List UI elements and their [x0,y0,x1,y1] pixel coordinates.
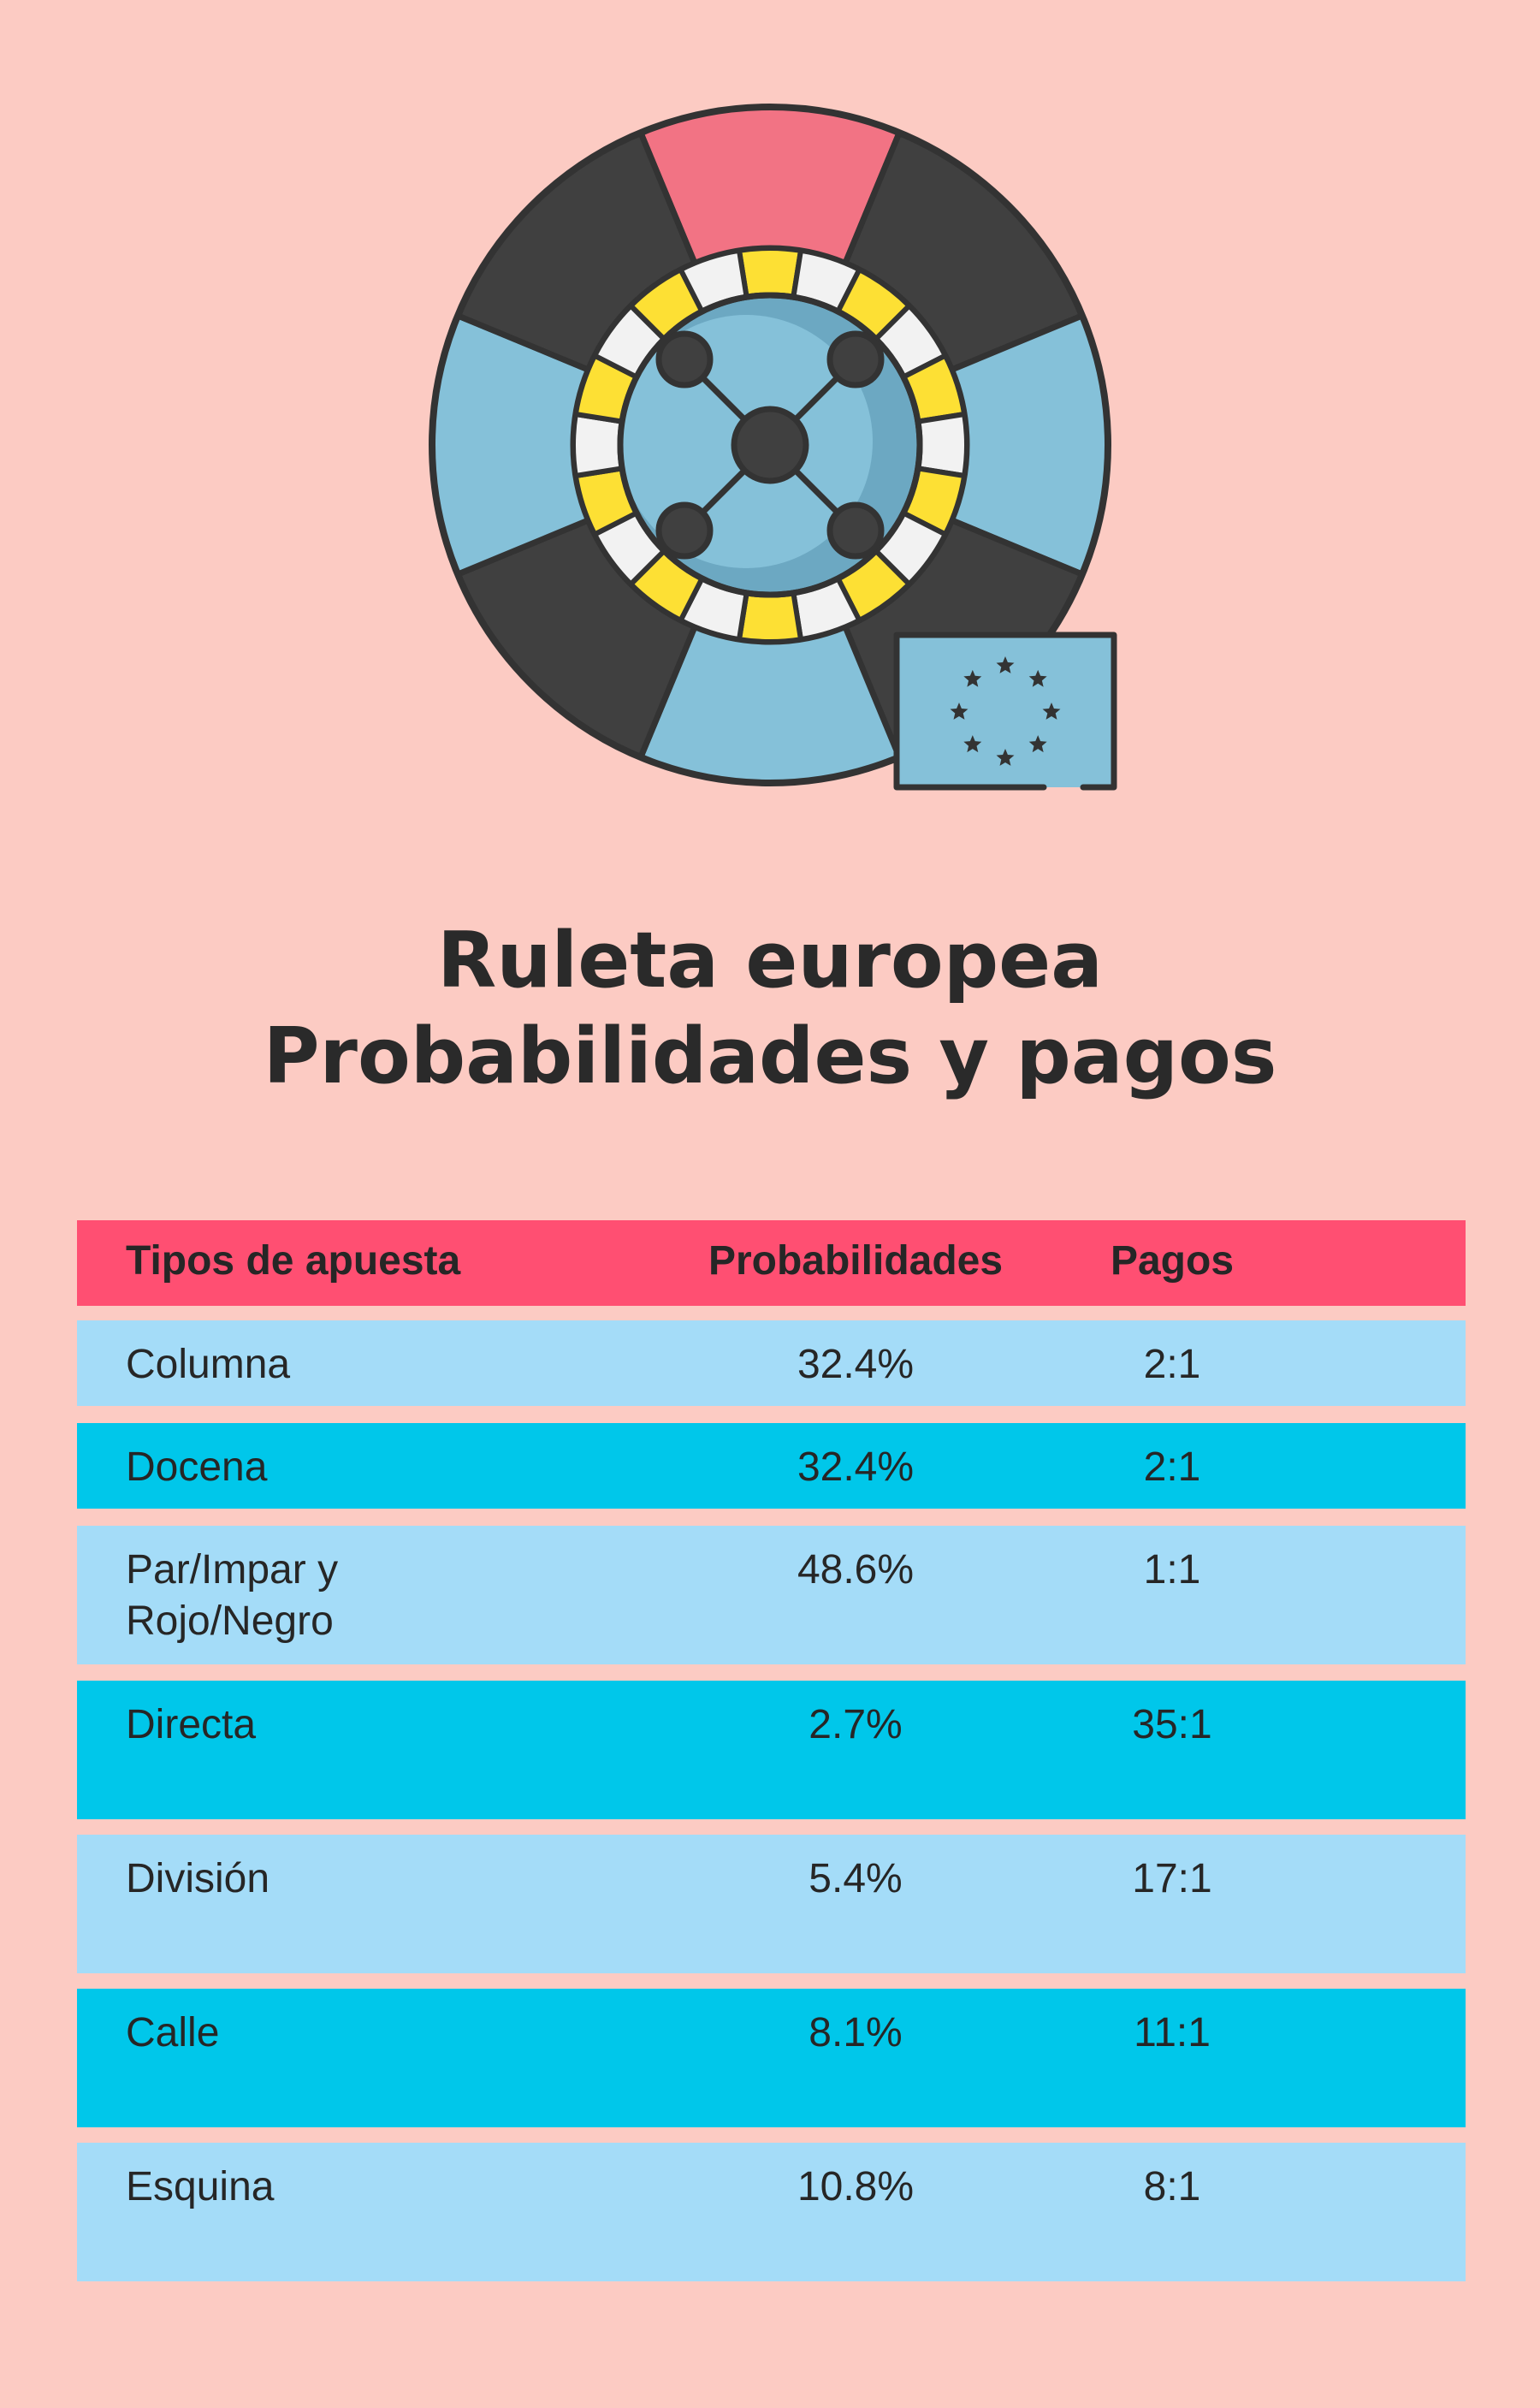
cell-payout: 11:1 [1134,2010,1211,2055]
cell-bet-type-line2: Rojo/Negro [126,1598,334,1644]
header-bet-type: Tipos de apuesta [126,1238,461,1284]
cell-payout: 35:1 [1132,1702,1212,1747]
star-icon [1042,703,1061,720]
bowl-outline [617,292,923,598]
table-row: Par/Impar y Rojo/Negro 48.6% 1:1 [77,1526,1466,1664]
cell-bet-type: Calle [126,2010,220,2055]
cell-bet-type: Par/Impar y Rojo/Negro [126,1545,605,1647]
table-row: División 5.4% 17:1 [77,1835,1466,1973]
spindle-hub [731,406,809,484]
cell-probability: 32.4% [797,1444,915,1490]
cell-probability: 32.4% [797,1342,915,1387]
cell-payout: 1:1 [1143,1547,1201,1592]
table-row: Docena 32.4% 2:1 [77,1423,1466,1509]
number-ring-slot [571,412,625,478]
cell-probability: 5.4% [808,1856,903,1901]
cell-payout: 2:1 [1143,1444,1201,1490]
cell-probability: 2.7% [808,1702,903,1747]
star-icon [996,656,1015,673]
wheel-outer-rim [429,104,1111,786]
cell-bet-type: Esquina [126,2164,275,2209]
roulette-wheel-icon [429,104,1117,791]
spindle-knob [826,330,885,388]
star-icon [963,669,982,687]
number-ring-slot [915,412,969,478]
spindle-knob [826,501,885,560]
cell-payout: 8:1 [1143,2164,1201,2209]
star-icon [963,735,982,753]
table-row: Esquina 10.8% 8:1 [77,2143,1466,2281]
eu-flag-outline [893,632,1117,791]
cell-bet-type: Directa [126,1702,257,1747]
cell-payout: 17:1 [1132,1856,1212,1901]
cell-probability: 8.1% [808,2010,903,2055]
number-ring-slot [737,246,803,300]
eu-flag [897,635,1114,787]
page-title-line1: Ruleta europea [437,916,1103,1005]
header-probability: Probabilidades [708,1238,1004,1284]
cell-payout: 2:1 [1143,1342,1201,1387]
header-payout: Pagos [1110,1238,1235,1284]
table-row: Columna 32.4% 2:1 [77,1320,1466,1406]
star-icon [950,703,968,720]
table-row: Calle 8.1% 11:1 [77,1989,1466,2127]
cell-bet-type: División [126,1856,270,1901]
cell-bet-type: Columna [126,1342,291,1387]
cell-bet-type-line1: Par/Impar y [126,1547,339,1592]
cell-probability: 10.8% [797,2164,915,2209]
number-ring-slot [737,590,803,644]
star-icon [996,749,1015,766]
cell-bet-type: Docena [126,1444,268,1490]
cell-probability: 48.6% [797,1547,915,1592]
spindle-knob [655,330,714,388]
star-icon [1028,669,1047,687]
spindle-knob [655,501,714,560]
table-row: Directa 2.7% 35:1 [77,1681,1466,1819]
star-icon [1028,735,1047,753]
table-header: Tipos de apuesta Probabilidades Pagos [77,1220,1466,1306]
illustration-area [0,0,1540,821]
page-title-line2: Probabilidades y pagos [263,1011,1277,1101]
